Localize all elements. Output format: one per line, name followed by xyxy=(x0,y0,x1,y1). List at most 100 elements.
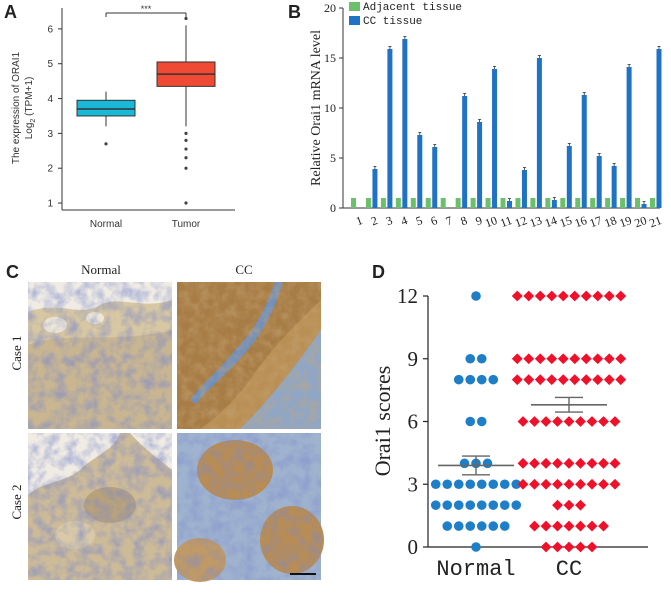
panel-letter-c: C xyxy=(6,262,19,282)
b-xtick-label: 9 xyxy=(474,213,484,228)
d-point-cc xyxy=(529,416,540,427)
b-bar-adjacent xyxy=(500,198,506,208)
b-bar-adjacent xyxy=(395,198,401,208)
b-xtick-label: 13 xyxy=(528,213,544,230)
b-xtick-label: 14 xyxy=(543,213,559,230)
b-bar-adjacent xyxy=(365,198,371,208)
d-point-cc xyxy=(511,290,523,302)
d-point-normal xyxy=(430,479,441,490)
b-bar-cc xyxy=(477,122,483,208)
b-xtick-label: 12 xyxy=(513,213,529,230)
d-point-normal xyxy=(453,500,464,510)
b-ytick-label: 15 xyxy=(324,51,336,65)
d-point-cc xyxy=(586,416,598,427)
d-point-cc xyxy=(517,457,529,469)
d-point-normal xyxy=(442,479,453,490)
d-point-cc xyxy=(534,353,546,365)
d-ytick-label: 9 xyxy=(408,347,419,371)
d-point-cc xyxy=(586,541,598,553)
d-point-cc xyxy=(563,520,575,532)
ihc-case2-normal xyxy=(28,433,172,580)
panel-a-boxplot: 1 2 3 4 5 6 *** Normal Tumor The expression o… xyxy=(11,4,235,230)
d-point-normal xyxy=(465,500,476,510)
b-xtick-label: 1 xyxy=(354,213,364,228)
d-point-cc xyxy=(592,290,604,302)
d-point-normal xyxy=(499,521,510,531)
b-bar-cc xyxy=(372,169,378,208)
b-bar-adjacent xyxy=(590,198,596,208)
d-point-normal xyxy=(465,521,476,531)
d-point-normal xyxy=(453,479,464,490)
ihc-case2-cc xyxy=(174,433,324,582)
b-bar-adjacent xyxy=(650,198,655,208)
d-point-cc xyxy=(529,457,540,469)
d-point-normal xyxy=(511,479,522,490)
c-col-normal: Normal xyxy=(81,262,121,277)
d-point-cc xyxy=(615,290,627,302)
b-bar-cc xyxy=(462,96,468,208)
panel-letter-a: A xyxy=(4,2,17,22)
d-point-cc xyxy=(569,353,581,365)
b-legend-cc-label: CC tissue xyxy=(363,16,422,28)
b-legend-adjacent-swatch xyxy=(349,2,360,11)
b-bar-cc xyxy=(432,147,438,208)
b-xtick-label: 16 xyxy=(573,213,589,230)
d-point-normal xyxy=(482,458,493,469)
d-point-normal xyxy=(430,500,441,510)
d-point-normal xyxy=(499,479,510,490)
d-ylabel: Orai1 scores xyxy=(370,366,395,477)
d-point-cc xyxy=(517,478,529,490)
d-point-cc xyxy=(598,457,609,469)
b-bar-cc xyxy=(611,166,617,208)
d-point-cc xyxy=(534,290,546,302)
b-xtick-label: 6 xyxy=(429,213,439,228)
b-bar-adjacent xyxy=(380,198,386,208)
b-bar-adjacent xyxy=(470,198,476,208)
a-ylabel-line2: Log2 (TPM+1) xyxy=(24,77,37,140)
d-point-normal xyxy=(488,500,499,510)
b-bar-adjacent xyxy=(635,198,641,208)
d-point-cc xyxy=(569,290,581,302)
d-point-normal xyxy=(476,353,487,364)
b-bar-cc xyxy=(596,156,602,208)
b-bar-cc xyxy=(566,146,572,208)
a-xtick-normal: Normal xyxy=(90,219,122,230)
d-point-cc xyxy=(598,416,609,427)
d-point-cc xyxy=(586,478,598,490)
d-point-cc xyxy=(523,353,535,365)
b-ytick-label: 10 xyxy=(324,101,336,115)
d-point-normal xyxy=(476,374,487,385)
b-bar-cc xyxy=(387,49,393,208)
b-xtick-label: 7 xyxy=(444,213,454,228)
d-point-cc xyxy=(540,478,552,490)
b-xtick-label: 2 xyxy=(369,213,379,228)
d-point-cc xyxy=(529,520,540,532)
a-box-normal xyxy=(76,99,136,117)
d-point-cc xyxy=(540,457,552,469)
b-xtick-label: 11 xyxy=(498,213,514,230)
a-outlier-point xyxy=(104,142,108,146)
d-point-cc xyxy=(563,541,575,553)
b-bar-adjacent xyxy=(515,198,521,208)
d-point-cc xyxy=(575,541,586,553)
d-point-cc xyxy=(546,353,558,365)
d-point-cc xyxy=(552,520,563,532)
a-outlier-point xyxy=(184,16,188,21)
d-point-normal xyxy=(476,521,487,531)
d-point-normal xyxy=(476,416,487,427)
b-legend-cc-swatch xyxy=(349,16,360,25)
b-bar-adjacent xyxy=(560,198,566,208)
b-ytick-label: 5 xyxy=(330,151,336,165)
b-xtick-label: 5 xyxy=(414,213,424,228)
d-point-normal xyxy=(442,521,453,531)
a-outlier-point xyxy=(184,156,188,160)
a-ytick-label: 5 xyxy=(47,59,53,70)
d-ytick-label: 3 xyxy=(408,472,419,496)
d-point-cc xyxy=(557,374,569,386)
d-point-normal xyxy=(453,374,464,385)
b-bar-cc xyxy=(507,201,512,208)
d-ytick-label: 6 xyxy=(408,410,419,434)
panel-letter-d: D xyxy=(372,262,385,282)
d-point-cc xyxy=(580,353,592,365)
